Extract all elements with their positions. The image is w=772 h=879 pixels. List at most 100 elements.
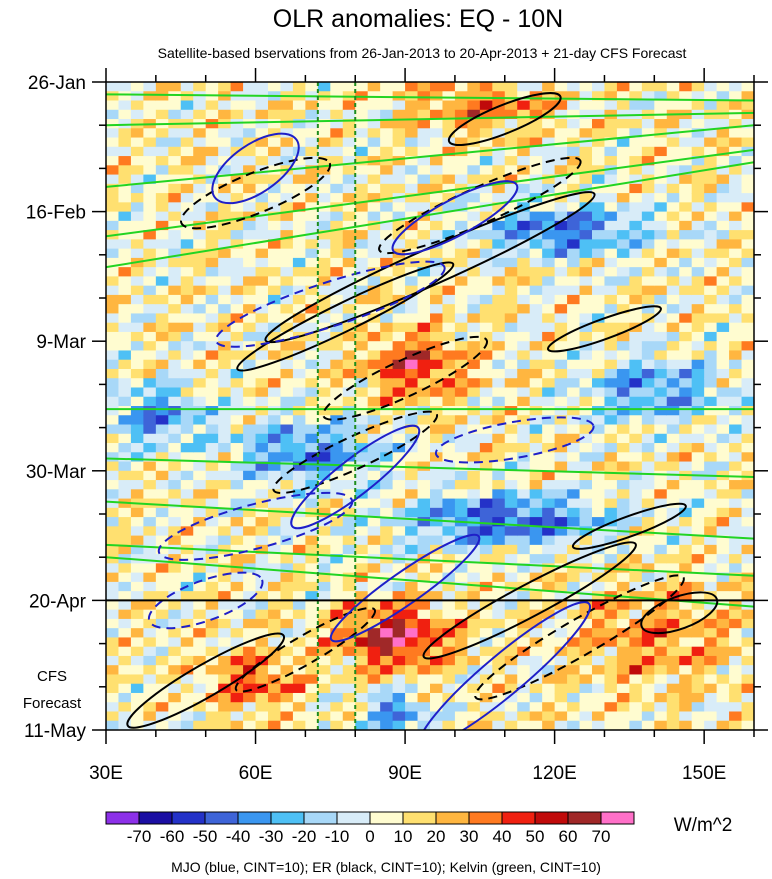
heat-cell [218,526,232,537]
heat-cell [629,452,643,463]
heat-cell [193,82,207,92]
heat-cell [168,211,182,222]
heat-cell [230,331,244,342]
heat-cell [106,387,120,398]
heat-cell [504,156,518,166]
heat-cell [729,692,743,703]
heat-cell [666,480,680,490]
heat-cell [305,128,319,139]
heat-cell [218,554,232,564]
heat-cell [292,554,306,564]
heat-cell [218,415,232,426]
heat-cell [554,313,568,324]
heat-cell [367,433,381,444]
heat-cell [741,507,754,518]
heat-cell [305,359,319,370]
colorbar-level-label: 60 [559,827,578,846]
heat-cell [492,702,506,713]
heat-cell [392,165,406,176]
heat-cell [641,637,655,648]
heat-cell [230,230,244,240]
heat-cell [654,202,668,213]
heat-cell [255,711,269,722]
heat-cell [193,406,207,416]
heat-cell [193,655,207,666]
heat-cell [130,637,144,648]
heat-cell [492,489,506,500]
heat-cell [442,174,456,185]
heat-cell [704,378,718,389]
heat-cell [342,165,356,176]
heat-cell [679,554,693,564]
heat-cell [193,239,207,250]
heat-cell [716,628,730,639]
heat-cell [380,359,394,370]
heat-cell [542,82,556,92]
heat-cell [305,591,319,601]
heat-cell [317,220,331,231]
heat-cell [604,239,618,250]
heat-cell [180,396,194,407]
heat-cell [517,100,531,111]
heat-cell [106,82,120,92]
heat-cell [679,304,693,315]
heat-cell [616,683,630,694]
heat-cell [691,498,705,509]
heat-cell [155,637,169,648]
heat-cell [679,378,693,389]
heat-cell [629,489,643,500]
heat-cell [168,572,182,583]
heat-cell [430,526,444,537]
heat-cell [106,359,120,370]
heat-cell [604,294,618,305]
heat-cell [143,563,157,574]
heat-cell [492,683,506,694]
heat-cell [542,600,556,611]
heat-cell [492,128,506,139]
heat-cell [716,230,730,240]
heat-cell [405,609,419,620]
heat-cell [405,720,419,730]
heat-cell [517,609,531,620]
heat-cell [654,359,668,370]
heat-cell [479,387,493,398]
heat-cell [155,202,169,213]
heat-cell [243,257,257,268]
heat-cell [592,156,606,166]
heat-cell [467,406,481,416]
heat-cell [193,591,207,601]
heat-cell [255,443,269,453]
heat-cell [180,331,194,342]
heat-cell [592,220,606,231]
heat-cell [392,563,406,574]
heat-cell [567,313,581,324]
heat-cell [430,591,444,601]
heat-cell [168,600,182,611]
heat-cell [305,257,319,268]
heat-cell [666,600,680,611]
heat-cell [567,359,581,370]
heat-cell [255,211,269,222]
heat-cell [716,720,730,730]
heat-cell [729,406,743,416]
colorbar-level-label: 40 [493,827,512,846]
heat-cell [130,285,144,296]
heat-cell [542,544,556,555]
heat-cell [604,350,618,361]
heat-cell [716,174,730,185]
heat-cell [205,720,219,730]
heat-cell [604,480,618,490]
heat-cell [106,396,120,407]
heat-cell [729,220,743,231]
heat-cell [230,665,244,676]
heat-cell [255,248,269,259]
heat-cell [355,554,369,564]
heat-cell [118,600,132,611]
heat-cell [616,581,630,592]
heat-cell [691,146,705,157]
heat-cell [629,119,643,129]
heat-cell [205,554,219,564]
heat-cell [106,646,120,657]
mjo-contour [157,491,354,561]
heat-cell [691,637,705,648]
